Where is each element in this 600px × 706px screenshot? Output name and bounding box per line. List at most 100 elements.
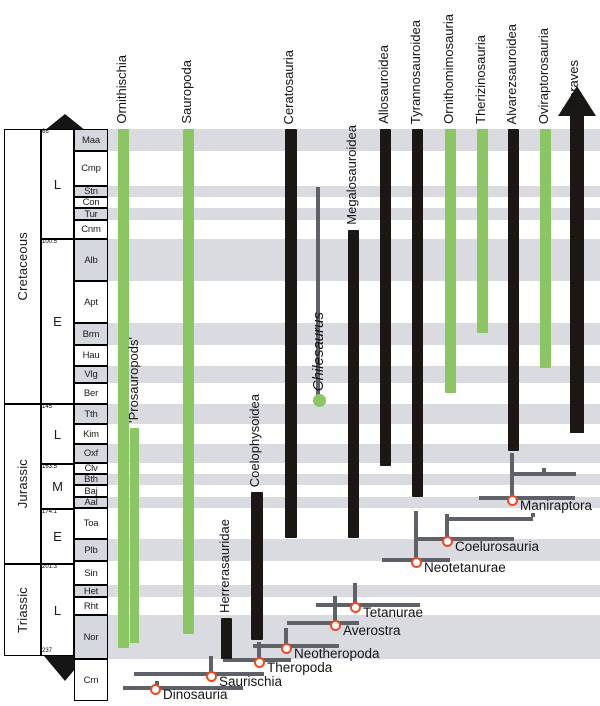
timescale-up-arrow bbox=[44, 114, 86, 131]
stage-label: Cmp bbox=[81, 163, 101, 174]
era-cell-triassic: Triassic bbox=[4, 564, 41, 656]
range-bar-paraves[interactable] bbox=[570, 113, 584, 433]
taxon-label-megalosauroidea: Megalosauroidea bbox=[344, 125, 359, 225]
stage-label: Alb bbox=[84, 254, 98, 266]
tree-branch bbox=[542, 468, 546, 472]
taxon-label-ornithomimosauria: Ornithomimosauria bbox=[441, 14, 456, 124]
age-tick-value: 66 bbox=[42, 129, 49, 135]
range-bar-ornithomimosauria[interactable] bbox=[445, 129, 456, 393]
clade-node-tetanurae[interactable] bbox=[349, 601, 361, 613]
stage-label: Tur bbox=[84, 208, 98, 220]
tree-branch bbox=[414, 511, 418, 558]
clade-node-maniraptora[interactable] bbox=[506, 494, 518, 506]
stage-cell: Oxf bbox=[74, 444, 108, 463]
stage-label: Hau bbox=[82, 350, 100, 361]
stage-cell: Stn bbox=[74, 186, 108, 197]
clade-node-dinosauria[interactable] bbox=[149, 683, 161, 695]
range-bar-ceratosauria[interactable] bbox=[285, 129, 297, 538]
stage-cell: Bth bbox=[74, 474, 108, 485]
clade-label-dinosauria: Dinosauria bbox=[163, 687, 228, 702]
stage-label: Bth bbox=[84, 474, 98, 485]
stage-label: Aal bbox=[84, 497, 98, 508]
taxon-label-alvarezsauroidea: Alvarezsauroidea bbox=[504, 23, 519, 124]
range-bar-therizinosauria[interactable] bbox=[477, 129, 488, 333]
tree-branch bbox=[479, 496, 575, 500]
epoch-cell: L bbox=[41, 129, 74, 239]
range-bar-sauropoda[interactable] bbox=[183, 129, 194, 634]
taxon-label-therizinosauria: Therizinosauria bbox=[473, 35, 488, 124]
tree-branch bbox=[257, 642, 261, 658]
tree-branch bbox=[353, 583, 357, 603]
range-bar-prosauropods[interactable] bbox=[130, 428, 139, 643]
clade-label-saurischia: Saurischia bbox=[219, 674, 283, 689]
tree-branch bbox=[333, 596, 337, 621]
tree-branch bbox=[123, 686, 243, 690]
stage-label: Plb bbox=[84, 544, 98, 556]
taxon-label-ornithischia: Ornithischia bbox=[114, 55, 129, 124]
stage-label: Nor bbox=[83, 631, 99, 643]
range-bar-oviraptorosauria[interactable] bbox=[540, 129, 551, 368]
tree-branch bbox=[209, 656, 213, 672]
taxon-label-tyrannosauroidea: Tyrannosauroidea bbox=[408, 19, 423, 124]
age-tick-value: 163.5 bbox=[42, 464, 58, 470]
stage-label: Ber bbox=[83, 388, 99, 399]
age-tick-value: 201.3 bbox=[42, 564, 58, 570]
tree-branch bbox=[414, 537, 514, 541]
age-tick-value: 145 bbox=[42, 404, 53, 410]
stage-cell: Toa bbox=[74, 508, 108, 539]
stage-cell: Apt bbox=[74, 281, 108, 323]
taxon-label-prosauropods: 'Prosauropods' bbox=[126, 337, 141, 423]
epoch-label: E bbox=[53, 529, 62, 544]
tree-branch bbox=[542, 472, 576, 476]
clade-label-neotetanurae: Neotetanurae bbox=[424, 560, 506, 575]
stage-cell: Plb bbox=[74, 539, 108, 561]
tree-branch bbox=[531, 513, 535, 517]
range-bar-coelophysoidea[interactable] bbox=[251, 492, 263, 640]
tree-branch bbox=[134, 672, 264, 676]
clade-label-coelurosauria: Coelurosauria bbox=[455, 539, 540, 554]
tree-branch bbox=[447, 517, 533, 521]
tree-branch bbox=[287, 621, 359, 625]
clade-node-averostra[interactable] bbox=[329, 619, 341, 631]
clade-node-theropoda[interactable] bbox=[253, 656, 265, 668]
stage-label: Apt bbox=[84, 296, 98, 308]
stage-label: Rht bbox=[83, 600, 99, 612]
stage-cell: Clv bbox=[74, 463, 108, 474]
stratigraphic-column: Cretaceous Jurassic Triassic L E L M E L Maa Cmp St… bbox=[4, 129, 108, 701]
clade-node-saurischia[interactable] bbox=[205, 670, 217, 682]
taxon-label-paraves: Paraves bbox=[566, 60, 581, 108]
tree-branch bbox=[316, 603, 420, 607]
taxon-label-ceratosauria: Ceratosauria bbox=[281, 49, 296, 124]
range-bar-herrerasauridae[interactable] bbox=[221, 618, 232, 659]
epoch-cell: E bbox=[41, 239, 74, 404]
stage-label: Toa bbox=[83, 518, 99, 529]
taxon-label-herrerasauridae: Herrerasauridae bbox=[217, 519, 232, 613]
stage-cell: Nor bbox=[74, 615, 108, 659]
stage-cell: Tth bbox=[74, 404, 108, 424]
range-bar-ornithischia[interactable] bbox=[118, 129, 129, 648]
stage-label: Tth bbox=[84, 408, 98, 420]
range-dot-chilesaurus[interactable] bbox=[313, 394, 326, 407]
tree-branch bbox=[253, 644, 339, 648]
stage-label: Vlg bbox=[84, 369, 98, 380]
stage-cell: Cmp bbox=[74, 151, 108, 186]
stage-cell: Cnm bbox=[74, 220, 108, 239]
range-bar-tyrannosauroidea[interactable] bbox=[412, 129, 423, 497]
range-bar-megalosauroidea[interactable] bbox=[348, 230, 359, 538]
epoch-label: L bbox=[53, 426, 62, 442]
stage-band bbox=[108, 186, 600, 197]
epoch-cell: E bbox=[41, 509, 74, 564]
range-bar-alvarezsauroidea[interactable] bbox=[508, 129, 519, 451]
stage-label: Con bbox=[82, 197, 100, 208]
stage-cell: Tur bbox=[74, 208, 108, 220]
range-bar-allosauroidea[interactable] bbox=[380, 129, 391, 466]
stage-cell: Crn bbox=[74, 659, 108, 701]
epoch-cell: L bbox=[41, 564, 74, 656]
clade-node-neotetanurae[interactable] bbox=[410, 556, 422, 568]
clade-node-coelurosauria[interactable] bbox=[441, 535, 453, 547]
stage-label: Crn bbox=[83, 674, 99, 686]
clade-node-neotheropoda[interactable] bbox=[280, 642, 292, 654]
era-cell-jurassic: Jurassic bbox=[4, 404, 41, 564]
stage-cell: Brm bbox=[74, 323, 108, 345]
